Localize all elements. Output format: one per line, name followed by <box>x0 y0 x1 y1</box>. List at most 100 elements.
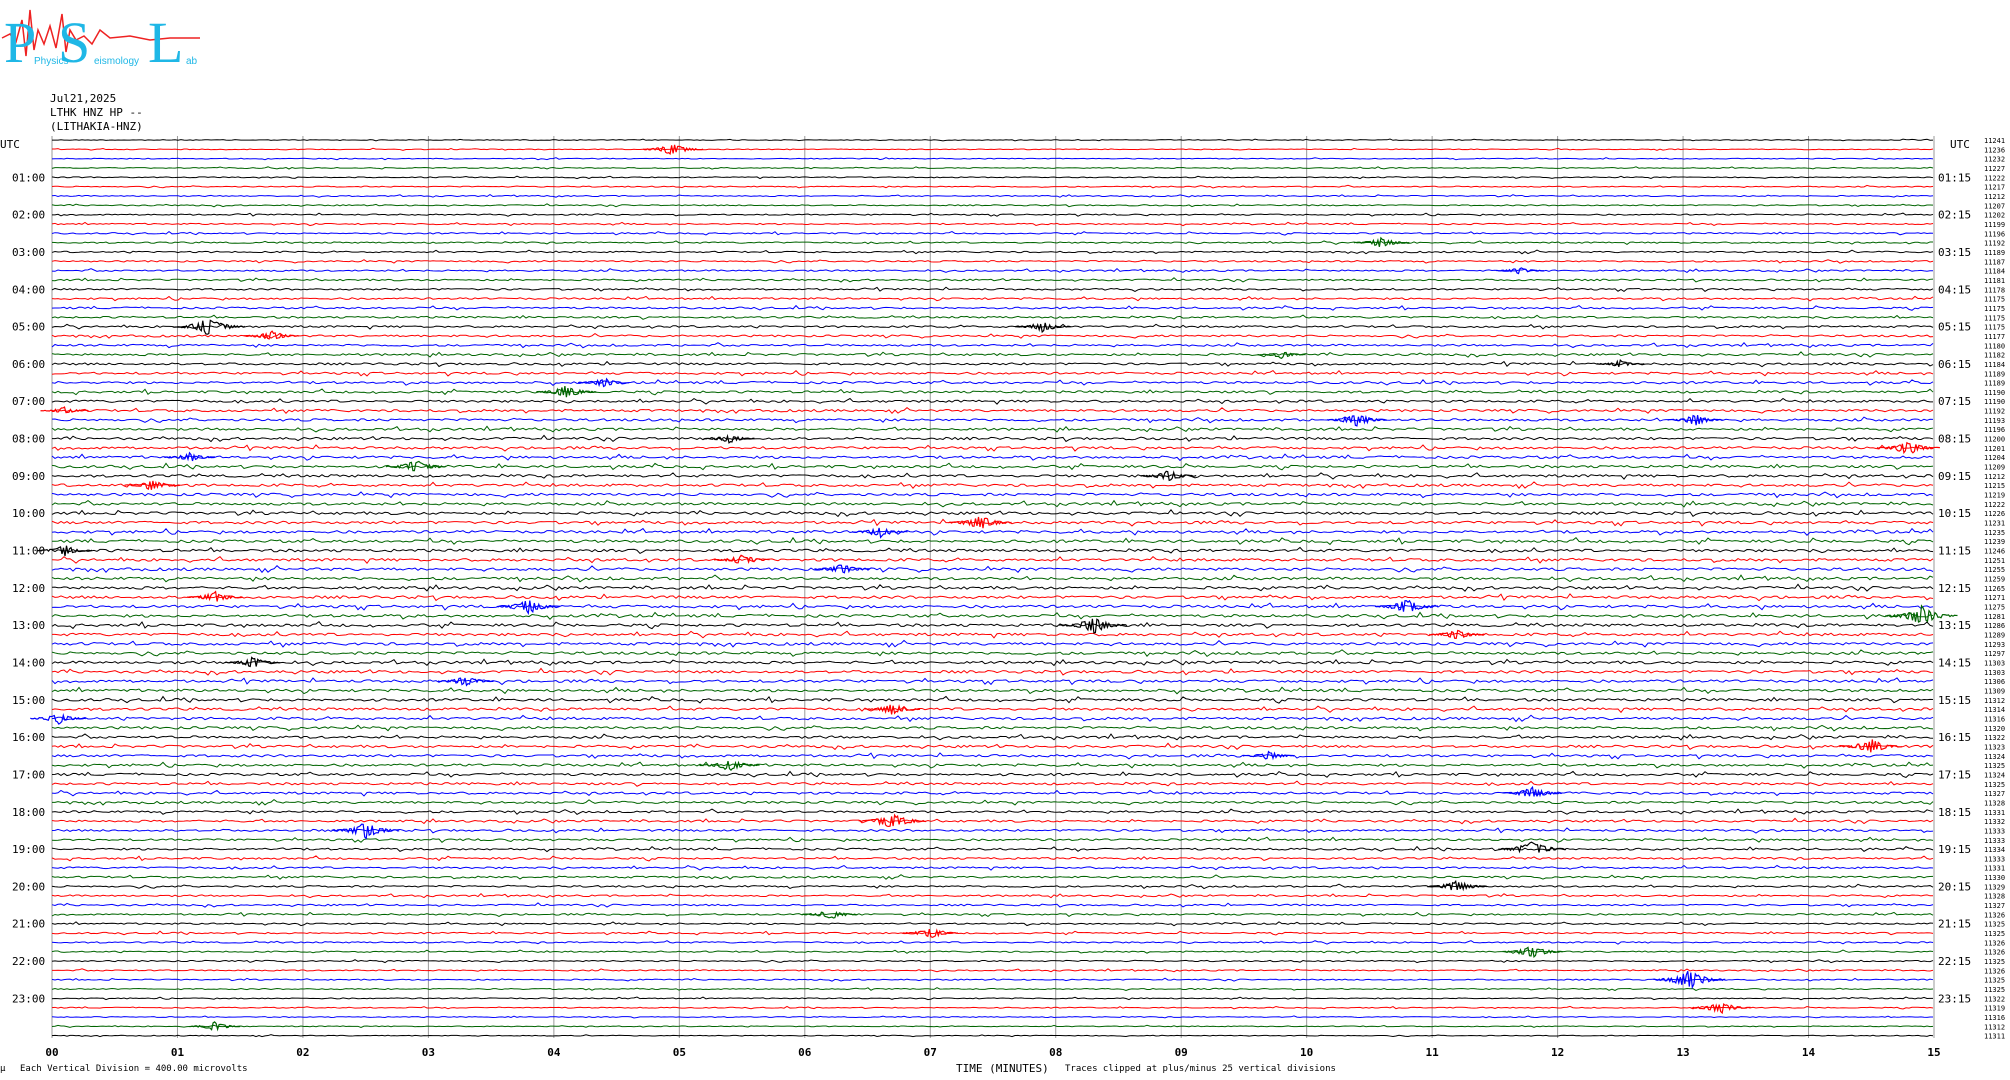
trace-line <box>51 379 1934 387</box>
row-value-label: 11231 <box>1984 520 2005 528</box>
logo-word-physics: Physics <box>34 56 68 67</box>
event-burst <box>1596 358 1645 368</box>
x-tick-label: 12 <box>1551 1046 1564 1059</box>
trace-line <box>51 817 1934 825</box>
row-value-label: 11293 <box>1984 641 2005 649</box>
left-hour-label: 14:00 <box>12 656 45 669</box>
event-burst <box>1502 785 1563 798</box>
row-value-label: 11184 <box>1984 268 2005 276</box>
row-value-label: 11212 <box>1984 473 2005 481</box>
row-value-label: 11323 <box>1984 743 2005 751</box>
row-value-label: 11326 <box>1984 967 2005 975</box>
event-burst <box>703 433 755 444</box>
right-hour-label: 03:15 <box>1938 246 1971 259</box>
header-station: LTHK HNZ HP -- <box>50 106 143 119</box>
trace-line <box>51 314 1934 320</box>
logo-word-seismology: eismology <box>94 56 139 67</box>
trace-line <box>51 157 1934 161</box>
row-value-label: 11311 <box>1984 1033 2005 1041</box>
row-value-label: 11331 <box>1984 809 2005 817</box>
event-burst <box>186 590 243 602</box>
trace-line <box>51 921 1934 927</box>
trace-line <box>51 406 1934 415</box>
left-hour-label: 09:00 <box>12 470 45 483</box>
event-burst <box>814 564 870 574</box>
row-value-label: 11332 <box>1984 818 2005 826</box>
trace-line <box>51 902 1934 908</box>
trace-line <box>51 611 1934 620</box>
trace-line <box>51 1005 1934 1010</box>
row-value-label: 11192 <box>1984 240 2005 248</box>
event-burst <box>851 527 908 539</box>
trace-line <box>51 267 1934 274</box>
left-hour-label: 05:00 <box>12 321 45 334</box>
row-value-label: 11207 <box>1984 202 2005 210</box>
event-burst <box>189 1021 241 1032</box>
footer-clip: Traces clipped at plus/minus 25 vertical… <box>1065 1064 1336 1074</box>
trace-line <box>51 620 1934 630</box>
trace-line <box>51 987 1934 991</box>
row-value-label: 11196 <box>1984 426 2005 434</box>
trace-line <box>51 184 1934 189</box>
row-value-label: 11182 <box>1984 352 2005 360</box>
row-value-label: 11312 <box>1984 1023 2005 1031</box>
x-tick-label: 15 <box>1927 1046 1940 1059</box>
row-value-label: 11325 <box>1984 930 2005 938</box>
trace-line <box>51 827 1934 834</box>
trace-line <box>51 780 1934 787</box>
logo-letter-l: L <box>148 10 183 75</box>
event-burst <box>1885 604 1958 623</box>
row-value-label: 11180 <box>1984 342 2005 350</box>
row-value-label: 11209 <box>1984 464 2005 472</box>
row-value-label: 11222 <box>1984 501 2005 509</box>
trace-line <box>51 462 1934 471</box>
left-hour-label: 22:00 <box>12 955 45 968</box>
trace-line <box>51 332 1934 339</box>
row-value-label: 11331 <box>1984 865 2005 873</box>
logo-wave <box>1 9 200 57</box>
row-value-label: 11326 <box>1984 939 2005 947</box>
trace-line <box>51 295 1934 302</box>
trace-line <box>51 1015 1934 1019</box>
event-burst <box>864 704 921 715</box>
event-burst <box>536 385 597 398</box>
row-value-label: 11325 <box>1984 921 2005 929</box>
trace-line <box>51 230 1934 236</box>
left-hour-label: 19:00 <box>12 843 45 856</box>
trace-line <box>51 416 1934 424</box>
event-burst <box>642 144 704 155</box>
trace-line <box>51 444 1934 452</box>
row-value-label: 11202 <box>1984 212 2005 220</box>
row-value-label: 11178 <box>1984 286 2005 294</box>
row-value-label: 11187 <box>1984 258 2005 266</box>
row-value-label: 11325 <box>1984 986 2005 994</box>
row-value-label: 11325 <box>1984 958 2005 966</box>
event-burst <box>172 319 246 335</box>
trace-line <box>51 574 1934 583</box>
left-hour-label: 16:00 <box>12 731 45 744</box>
event-burst <box>1242 750 1295 761</box>
row-value-label: 11204 <box>1984 454 2005 462</box>
x-tick-label: 10 <box>1300 1046 1313 1059</box>
trace-line <box>51 714 1934 723</box>
trace-line <box>51 1034 1934 1038</box>
x-tick-label: 13 <box>1676 1046 1689 1059</box>
right-hour-label: 21:15 <box>1938 918 1971 931</box>
row-value-label: 11255 <box>1984 566 2005 574</box>
x-tick-label: 03 <box>422 1046 435 1059</box>
trace-line <box>51 277 1934 283</box>
row-value-label: 11219 <box>1984 492 2005 500</box>
trace-line <box>51 836 1934 843</box>
right-hour-label: 23:15 <box>1938 992 1971 1005</box>
left-hour-label: 17:00 <box>12 768 45 781</box>
trace-line <box>51 555 1934 565</box>
event-burst <box>1427 879 1488 892</box>
left-hour-label: 15:00 <box>12 694 45 707</box>
row-value-label: 11309 <box>1984 687 2005 695</box>
logo-letter-p: P <box>4 10 36 75</box>
row-value-label: 11246 <box>1984 548 2005 556</box>
trace-line <box>51 194 1934 198</box>
trace-line <box>51 304 1934 311</box>
event-burst <box>713 554 770 565</box>
event-burst <box>1059 618 1128 634</box>
